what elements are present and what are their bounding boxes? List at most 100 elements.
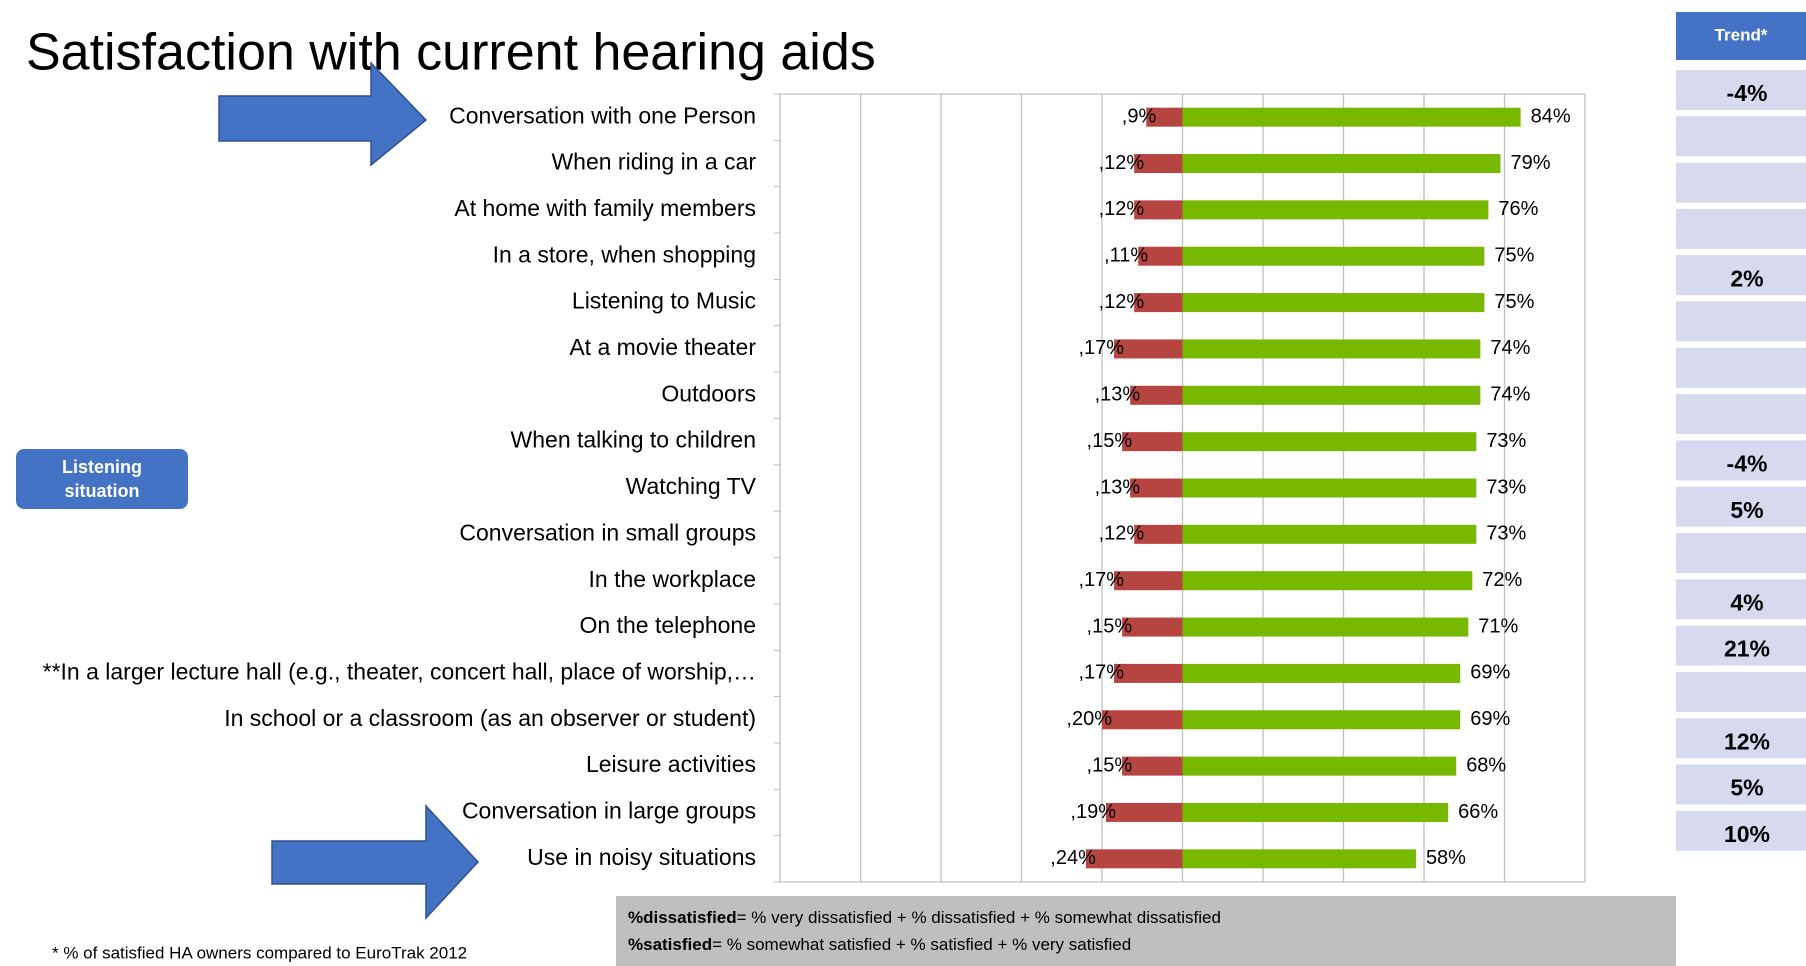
bar xyxy=(1182,571,1473,591)
value-label: 75% xyxy=(1494,245,1534,267)
value-label: ,12% xyxy=(1099,152,1145,174)
value-label: 76% xyxy=(1498,198,1538,220)
category-label: When talking to children xyxy=(511,427,756,453)
trend-header-box xyxy=(1676,12,1806,60)
bar xyxy=(1130,478,1183,498)
bar xyxy=(1122,756,1183,776)
chart-title: Satisfaction with current hearing aids xyxy=(26,24,876,82)
trend-value: 5% xyxy=(1730,497,1763,523)
value-label: 79% xyxy=(1510,152,1550,174)
arrow xyxy=(271,804,480,920)
trend-cell xyxy=(1676,486,1806,527)
value-label: 73% xyxy=(1486,430,1526,452)
trend-cell xyxy=(1676,394,1806,435)
value-label: ,11% xyxy=(1104,245,1148,267)
bar xyxy=(1106,802,1183,822)
value-label: ,15% xyxy=(1087,430,1133,452)
bar xyxy=(1182,849,1416,869)
category-label: Leisure activities xyxy=(586,751,756,777)
value-label: ,20% xyxy=(1066,708,1112,730)
category-label: At a movie theater xyxy=(569,334,756,360)
bar xyxy=(1182,200,1489,220)
trend-cell xyxy=(1676,533,1806,573)
footer-term: %satisfied xyxy=(628,935,712,954)
value-label: 73% xyxy=(1486,476,1526,498)
bar xyxy=(1182,385,1481,405)
value-label: ,19% xyxy=(1070,801,1116,823)
bar xyxy=(1122,432,1183,452)
category-label: Outdoors xyxy=(661,380,756,406)
trend-value: 4% xyxy=(1730,589,1763,615)
trend-value: 10% xyxy=(1724,821,1770,847)
value-label: ,12% xyxy=(1099,291,1145,313)
value-label: ,12% xyxy=(1099,198,1145,220)
category-label: Use in noisy situations xyxy=(527,844,756,870)
bar xyxy=(1182,524,1477,544)
trend-cell xyxy=(1676,255,1806,296)
value-label: ,13% xyxy=(1095,476,1141,498)
bar xyxy=(1122,617,1183,637)
footer-term: %dissatisfied xyxy=(628,908,737,927)
value-label: ,13% xyxy=(1095,384,1141,406)
trend-value: 2% xyxy=(1730,265,1763,291)
trend-cell xyxy=(1676,301,1806,342)
bar xyxy=(1138,246,1183,266)
category-label: When riding in a car xyxy=(551,149,756,175)
trend-cell xyxy=(1676,718,1806,759)
side-label-box xyxy=(16,449,188,509)
bar xyxy=(1134,200,1183,220)
trend-cell xyxy=(1676,671,1806,712)
bar xyxy=(1182,246,1485,266)
value-label: ,12% xyxy=(1099,523,1145,545)
value-label: 69% xyxy=(1470,708,1510,730)
category-label: **In a larger lecture hall (e.g., theate… xyxy=(43,658,756,684)
trend-value: 21% xyxy=(1724,636,1770,662)
category-label: Conversation in small groups xyxy=(459,519,756,545)
bar xyxy=(1114,571,1183,591)
value-label: ,17% xyxy=(1078,569,1124,591)
footer-definition: = % somewhat satisfied + % satisfied + %… xyxy=(712,935,1131,954)
side-label: Listening situation xyxy=(62,457,142,501)
footer-box xyxy=(616,896,1676,966)
footer-line: %satisfied= % somewhat satisfied + % sat… xyxy=(628,935,1131,954)
footer-definition: = % very dissatisfied + % dissatisfied +… xyxy=(737,908,1221,927)
category-label: Conversation with one Person xyxy=(449,102,756,128)
bar xyxy=(1182,478,1477,498)
category-label: On the telephone xyxy=(580,612,756,638)
trend-header: Trend* xyxy=(1715,25,1768,44)
trend-cell xyxy=(1676,764,1806,805)
category-label: In school or a classroom (as an observer… xyxy=(224,705,756,731)
trend-cell xyxy=(1676,347,1806,388)
value-label: ,17% xyxy=(1078,662,1124,684)
trend-value: 5% xyxy=(1730,775,1763,801)
value-label: 73% xyxy=(1486,523,1526,545)
bar xyxy=(1182,710,1461,730)
bar xyxy=(1114,663,1183,683)
bar xyxy=(1134,293,1183,313)
bar xyxy=(1085,849,1183,869)
value-label: 68% xyxy=(1466,754,1506,776)
value-label: ,24% xyxy=(1050,847,1096,869)
bar xyxy=(1182,339,1481,359)
bar xyxy=(1134,154,1183,174)
category-label: Watching TV xyxy=(626,473,757,499)
bar xyxy=(1182,802,1449,822)
trend-cell xyxy=(1676,625,1806,666)
bar xyxy=(1114,339,1183,359)
value-label: 84% xyxy=(1531,105,1571,127)
value-label: 72% xyxy=(1482,569,1522,591)
value-label: 58% xyxy=(1426,847,1466,869)
trend-cell xyxy=(1676,116,1806,157)
bar xyxy=(1146,107,1183,127)
trend-cell xyxy=(1676,810,1806,851)
arrow xyxy=(218,61,428,167)
value-label: ,17% xyxy=(1078,337,1124,359)
bar xyxy=(1182,756,1457,776)
value-label: ,15% xyxy=(1087,615,1133,637)
trend-cell xyxy=(1676,208,1806,249)
value-label: 66% xyxy=(1458,801,1498,823)
bar xyxy=(1182,154,1501,174)
bar xyxy=(1130,385,1183,405)
footnote: * % of satisfied HA owners compared to E… xyxy=(52,943,467,962)
